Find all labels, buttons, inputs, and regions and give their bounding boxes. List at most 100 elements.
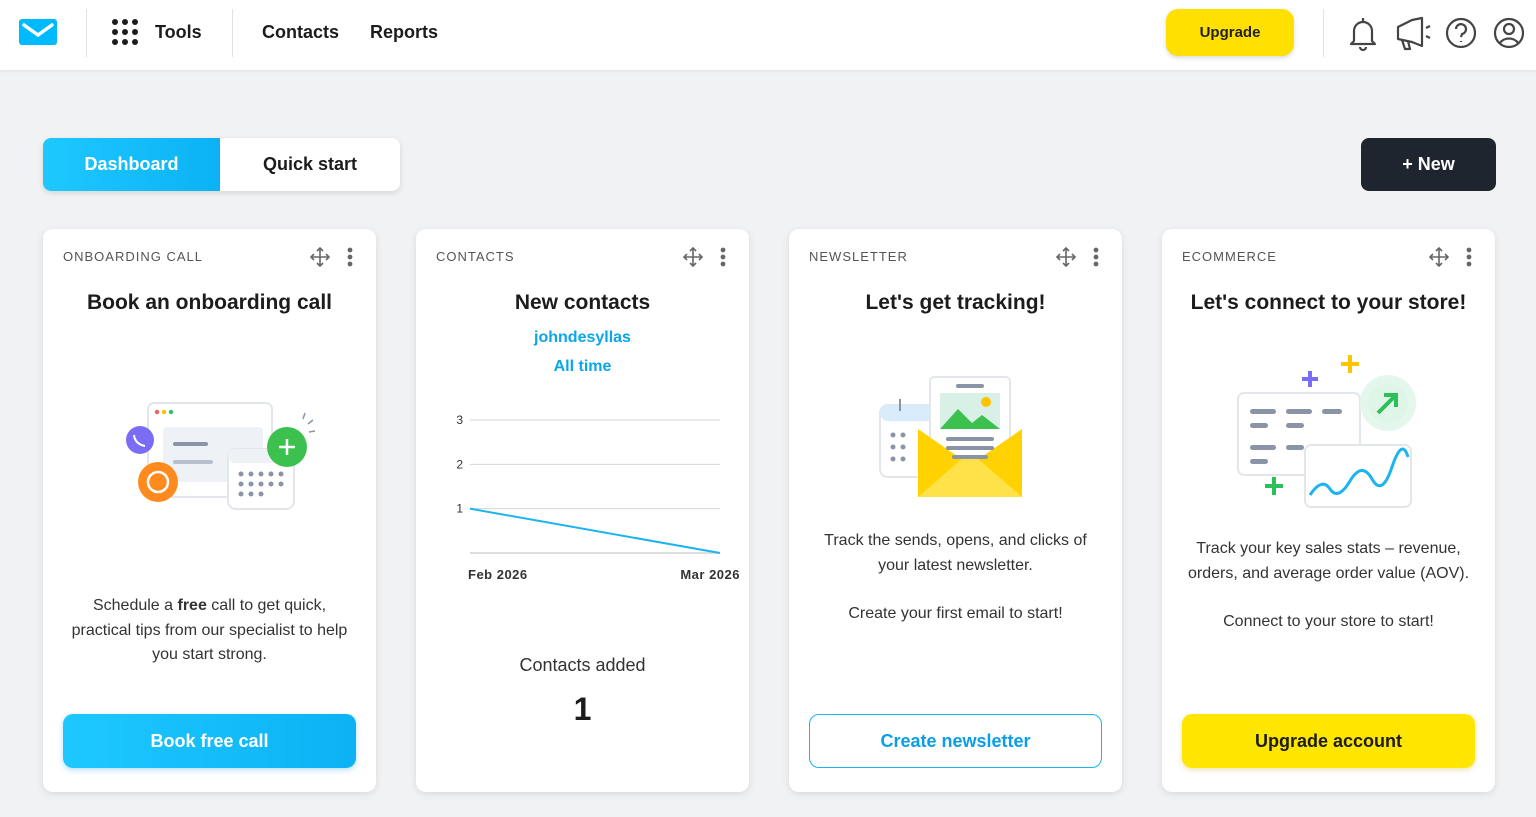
card-description: Schedule a free call to get quick, pract… — [68, 594, 351, 668]
illustration-shape — [1057, 248, 1075, 266]
illustration-shape — [258, 491, 264, 497]
upgrade-account-button[interactable]: Upgrade account — [1182, 714, 1475, 768]
illustration-shape — [1286, 409, 1312, 414]
tab[interactable]: Quick start — [262, 154, 358, 174]
upgrade-button[interactable]: Upgrade — [1166, 9, 1294, 56]
logo[interactable] — [18, 18, 58, 48]
illustration-shape — [1341, 355, 1359, 373]
card-title: Book an onboarding call — [86, 291, 333, 314]
illustration-shape — [1093, 247, 1099, 253]
card-description: Track your key sales stats – revenue, or… — [1187, 540, 1470, 582]
illustration-shape — [347, 254, 353, 260]
profile-head — [1502, 22, 1516, 36]
account-name[interactable]: johndesyllas — [534, 329, 631, 346]
illustration-shape — [126, 426, 154, 454]
illustration-shape — [1056, 246, 1099, 268]
profile-body — [1499, 37, 1519, 44]
illustration-shape — [1376, 393, 1398, 415]
apps-icon[interactable] — [111, 18, 139, 46]
illustration-shape — [268, 481, 274, 487]
illustration-shape — [890, 456, 896, 462]
card-controls[interactable] — [310, 246, 358, 268]
illustration-shape — [122, 19, 128, 25]
card-description: Track the sends, opens, and clicks of yo… — [824, 532, 1087, 574]
illustration-shape — [268, 471, 274, 477]
create-newsletter-button[interactable]: Create newsletter — [809, 714, 1102, 768]
stat-value: 1 — [573, 691, 592, 727]
illustration-shape — [258, 471, 264, 477]
illustration-shape — [1302, 371, 1318, 387]
illustration-shape — [173, 460, 213, 464]
new-button[interactable]: + New — [1361, 138, 1496, 191]
illustration-shape — [946, 446, 994, 450]
illustration-shape — [112, 39, 118, 45]
illustration-shape — [880, 405, 936, 421]
illustration-shape — [238, 471, 284, 497]
illustration-shape — [684, 248, 702, 266]
illustration-shape — [146, 470, 170, 494]
illustration-shape — [161, 409, 167, 415]
illustration-shape — [683, 246, 726, 268]
tools-menu[interactable]: Tools — [155, 22, 202, 42]
stat-label: Contacts added — [519, 655, 646, 675]
card-title: New contacts — [514, 291, 651, 314]
illustration-shape — [900, 432, 906, 438]
y-tick-label: 1 — [456, 502, 463, 516]
card-cta-text: Create your first email to start! — [848, 605, 1063, 622]
illustration-shape — [952, 455, 988, 459]
illustration-shape — [720, 247, 726, 253]
data-line — [469, 507, 721, 554]
illustration-shape — [1466, 247, 1472, 253]
card-label: NEWSLETTER — [809, 249, 908, 264]
illustration-shape — [890, 444, 896, 450]
illustration-shape — [238, 471, 244, 477]
illustration — [879, 376, 1022, 497]
view-tabs: Dashboard Quick start — [43, 138, 400, 191]
book-call-button[interactable]: Book free call — [63, 714, 356, 768]
illustration-shape — [173, 442, 208, 446]
widget-card: ECOMMERCE Let's connect to your store! T… — [1162, 229, 1495, 792]
x-tick-label: Mar 2026 — [680, 567, 740, 582]
tab[interactable]: Dashboard — [43, 138, 220, 191]
illustration-shape — [1322, 409, 1342, 414]
profile-icon[interactable] — [1493, 17, 1525, 49]
illustration-shape — [248, 481, 254, 487]
illustration-shape — [1250, 423, 1268, 428]
card-controls[interactable] — [1056, 246, 1104, 268]
nav-link[interactable]: Contacts — [262, 22, 340, 42]
illustration-shape — [122, 29, 128, 35]
illustration-shape — [946, 437, 994, 441]
nav-link[interactable]: Reports — [370, 22, 439, 42]
illustration-shape — [278, 471, 284, 477]
illustration-shape — [310, 246, 353, 268]
illustration-shape — [19, 19, 57, 45]
card-cta-text: Connect to your store to start! — [1223, 613, 1434, 630]
card-controls[interactable] — [683, 246, 731, 268]
illustration-shape — [112, 19, 138, 45]
card-label: ONBOARDING CALL — [63, 249, 203, 264]
illustration-shape — [683, 246, 704, 268]
illustration-shape — [1250, 409, 1276, 414]
illustration-shape — [310, 246, 331, 268]
announcements-icon[interactable] — [1396, 16, 1431, 51]
illustration-shape — [122, 39, 128, 45]
help-icon[interactable] — [1445, 17, 1477, 49]
widget-card: CONTACTS New contacts johndesyllas All t… — [416, 229, 749, 792]
x-tick-label: Feb 2026 — [468, 567, 528, 582]
illustration-shape — [279, 439, 295, 455]
illustration-shape — [1349, 16, 1525, 52]
illustration-shape — [1430, 248, 1448, 266]
card-controls[interactable] — [1429, 246, 1477, 268]
notifications-icon[interactable] — [1349, 18, 1377, 52]
illustration-shape — [1093, 261, 1099, 267]
widget-card: ONBOARDING CALL Book an onboarding call … — [43, 229, 376, 792]
period-filter[interactable]: All time — [553, 358, 612, 375]
illustration-shape — [1286, 423, 1304, 428]
illustration-shape — [132, 39, 138, 45]
emphasis: free — [177, 597, 207, 614]
illustration-shape — [168, 409, 174, 415]
text: Schedule a — [92, 597, 178, 614]
help-mark — [1454, 23, 1468, 42]
